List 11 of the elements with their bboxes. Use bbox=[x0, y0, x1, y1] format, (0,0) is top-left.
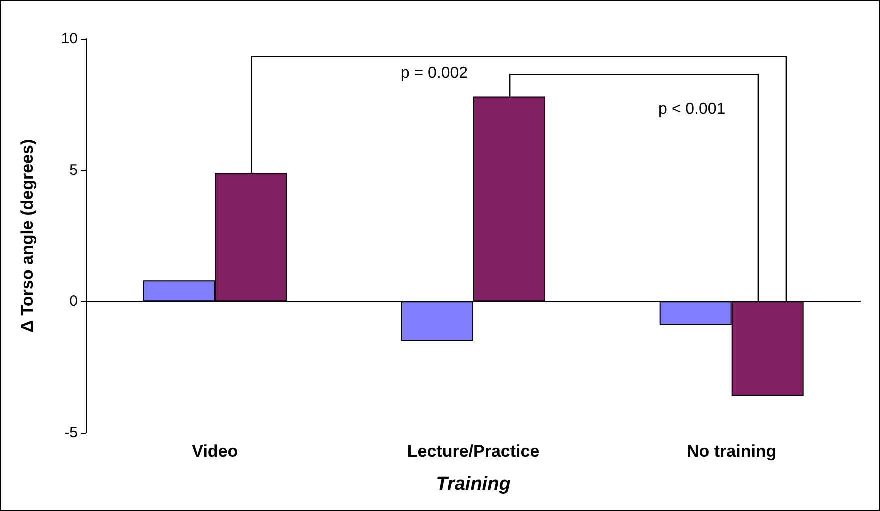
y-tick-label: -5 bbox=[64, 424, 78, 442]
y-tick-label: 0 bbox=[70, 293, 78, 310]
x-axis-title: Training bbox=[436, 474, 512, 495]
y-axis-title: Δ Torso angle (degrees) bbox=[18, 139, 37, 333]
x-tick-label: Lecture/Practice bbox=[407, 442, 540, 461]
x-tick-label: No training bbox=[686, 442, 777, 461]
annotation: p = 0.002 bbox=[400, 65, 468, 82]
x-tick-label: Video bbox=[192, 442, 238, 461]
annotation: p < 0.001 bbox=[658, 101, 726, 118]
y-tick-label: 5 bbox=[70, 162, 78, 179]
y-tick-label: 10 bbox=[61, 30, 78, 48]
